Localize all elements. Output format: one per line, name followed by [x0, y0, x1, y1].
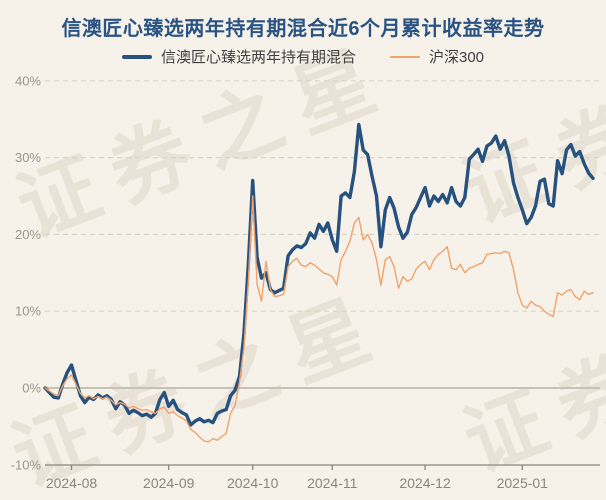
y-tick-label: 0% [22, 381, 41, 396]
gridlines [45, 80, 600, 389]
fund-line [43, 122, 595, 427]
y-tick-label: 30% [15, 150, 41, 165]
legend-item-index: 沪深300 [389, 46, 485, 67]
y-axis-labels: 40% 30% 20% 10% 0% -10% [11, 73, 42, 472]
y-tick-label: 20% [15, 227, 41, 242]
x-axis: 2024-08 2024-09 2024-10 2024-11 2024-12 2025-… [45, 464, 600, 491]
legend-item-fund: 信澳匠心臻选两年持有期混合 [121, 46, 356, 67]
y-tick-label: -10% [11, 457, 42, 472]
index-line [44, 195, 594, 443]
x-tick-label: 2024-08 [46, 475, 98, 491]
index-legend-label: 沪深300 [428, 49, 485, 66]
x-tick-label: 2024-11 [307, 475, 358, 491]
x-tick-label: 2024-12 [399, 475, 451, 491]
y-tick-label: 10% [15, 304, 41, 319]
y-tick-label: 40% [15, 73, 41, 88]
chart-legend: 信澳匠心臻选两年持有期混合 沪深300 [0, 46, 606, 67]
x-tick-label: 2024-10 [227, 475, 279, 491]
x-tick-label: 2024-09 [143, 475, 195, 491]
index-line-swatch-icon [389, 55, 420, 58]
chart-title: 信澳匠心臻选两年持有期混合近6个月累计收益率走势 [61, 18, 545, 40]
fund-line-swatch-icon [121, 54, 152, 59]
fund-legend-label: 信澳匠心臻选两年持有期混合 [160, 49, 356, 66]
x-tick-label: 2025-01 [497, 475, 549, 491]
